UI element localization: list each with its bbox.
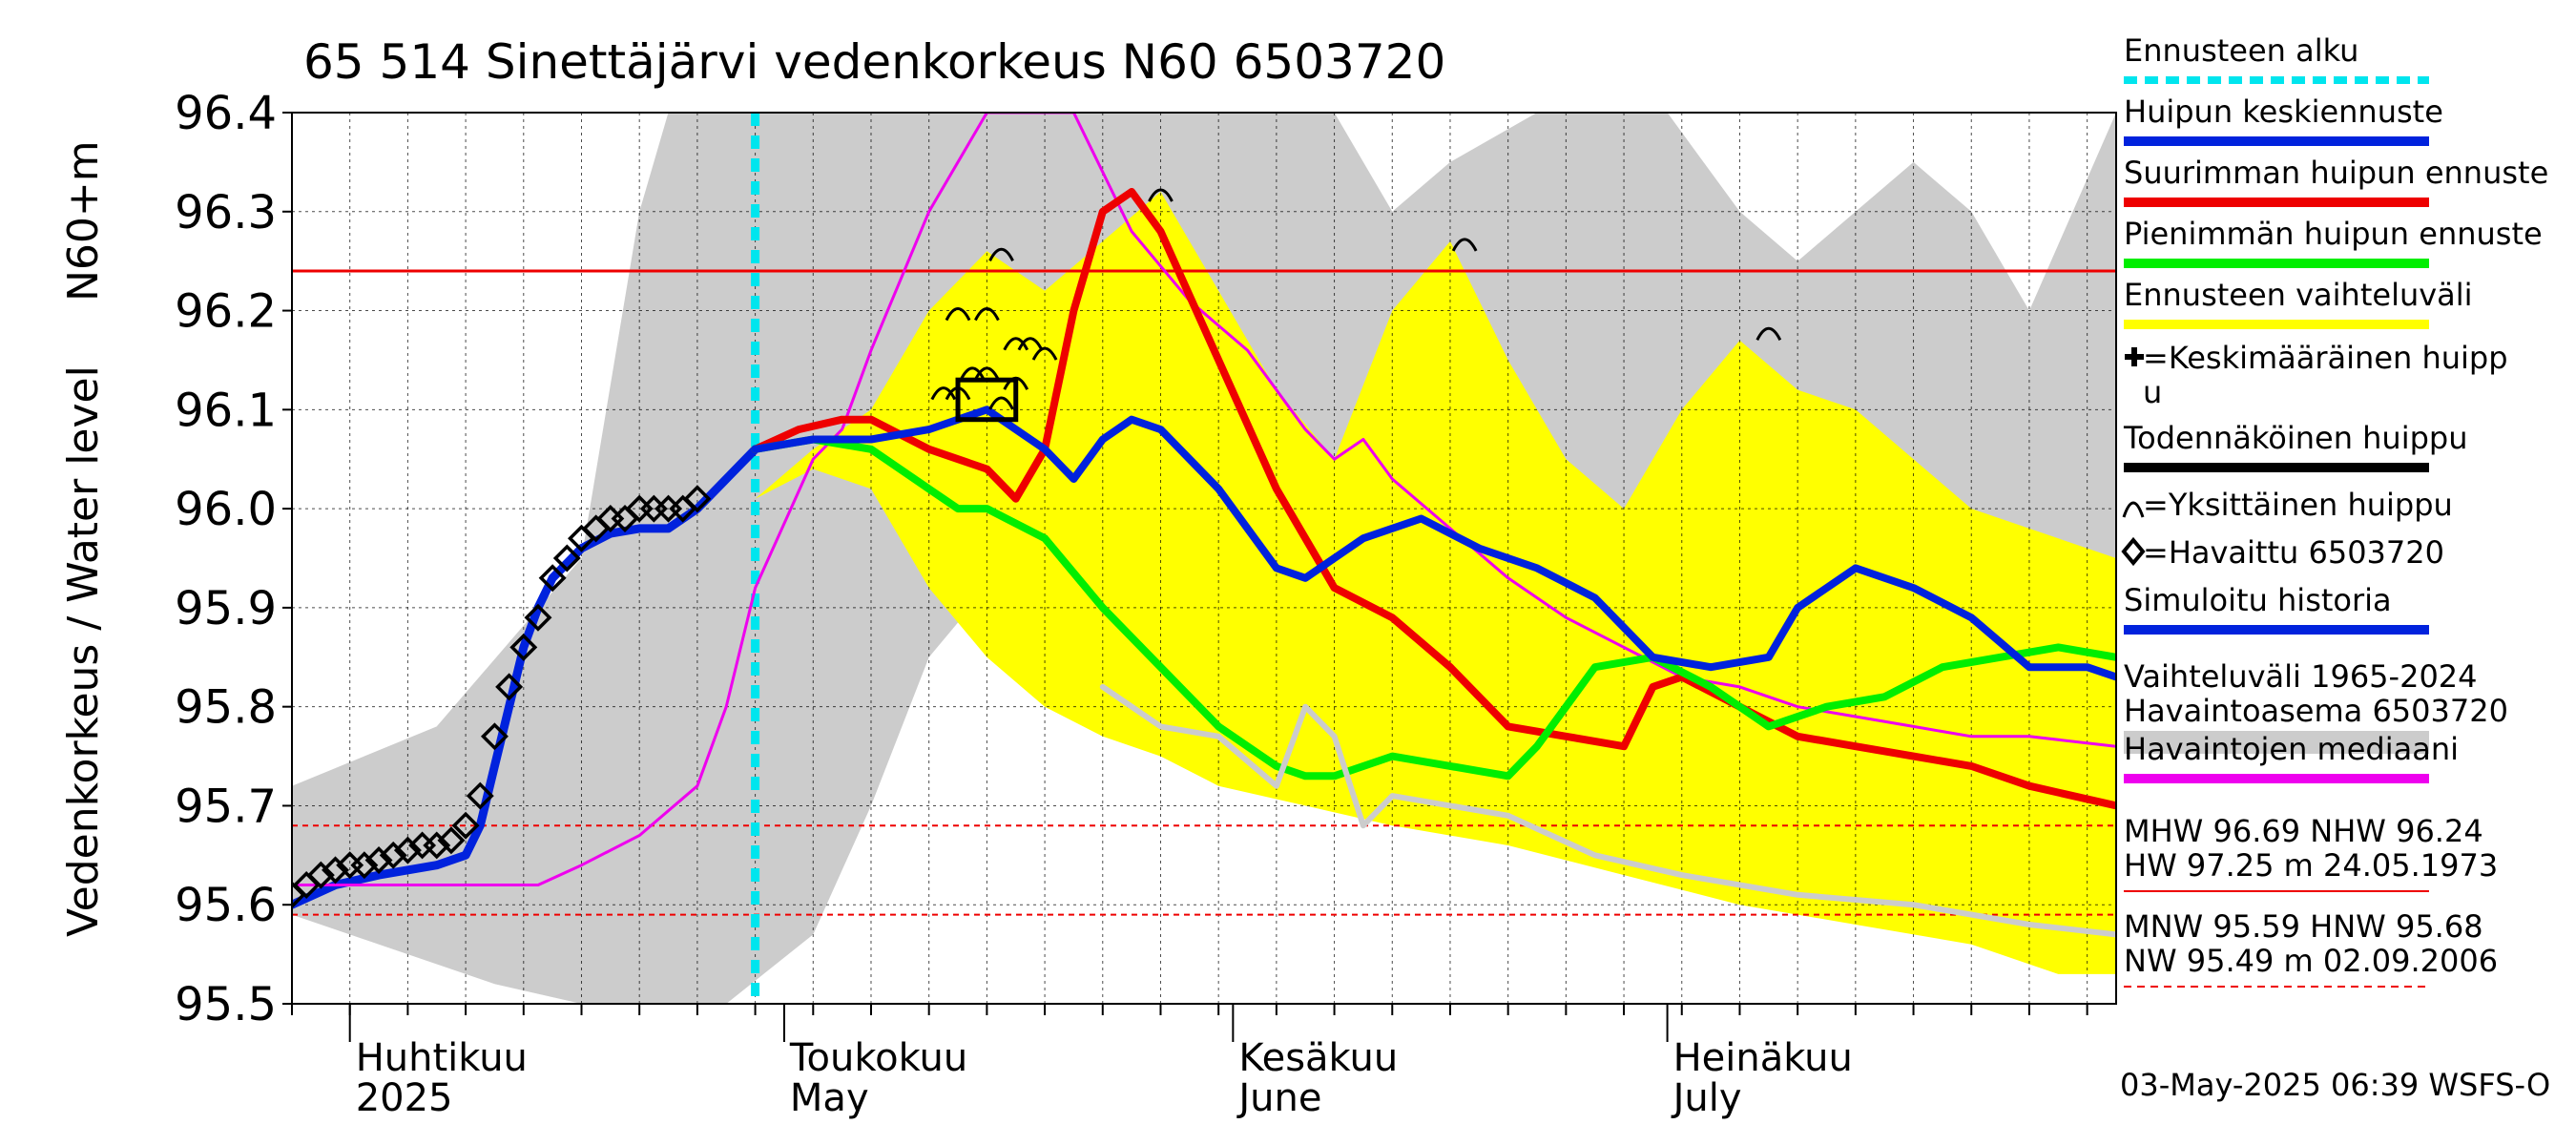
single-peak-marker	[1003, 337, 1029, 351]
legend-label: Todennäköinen huippu	[2123, 420, 2468, 456]
footer-timestamp: 03-May-2025 06:39 WSFS-O	[2120, 1067, 2550, 1103]
likely-peak-box	[955, 377, 1019, 423]
series-line	[292, 113, 2116, 886]
single-peak-marker	[988, 396, 1014, 410]
y-tick-label: 95.7	[175, 780, 277, 833]
observed-point	[437, 826, 466, 855]
y-tick-label: 96.2	[175, 285, 277, 339]
observed-point	[480, 722, 509, 751]
observed-point	[495, 673, 524, 701]
observed-point	[306, 861, 335, 889]
stats-upper-line1: MHW 96.69 NHW 96.24	[2124, 813, 2483, 849]
series-line	[1099, 683, 2116, 938]
legend: Ennusteen alku Huipun keskiennuste Suurimm…	[2121, 32, 2548, 783]
legend-swatch-arc	[2122, 501, 2145, 518]
x-month-sublabel: May	[790, 1076, 869, 1120]
single-peak-marker	[974, 307, 1000, 322]
observed-point	[683, 485, 712, 513]
x-month-label: Kesäkuu	[1238, 1036, 1398, 1080]
single-peak-marker	[974, 366, 1000, 381]
observed-point	[393, 836, 422, 864]
observed-point	[466, 781, 494, 810]
observed-point	[423, 831, 451, 860]
y-tick-label: 96.1	[175, 384, 277, 437]
legend-swatch-plus	[2125, 347, 2144, 366]
legend-label: Havaintojen mediaani	[2124, 731, 2459, 767]
series-line	[751, 435, 2116, 781]
series-line	[751, 188, 2116, 810]
y-tick-label: 95.6	[175, 879, 277, 932]
series-line	[751, 406, 2116, 681]
y-tick-label: 96.0	[175, 483, 277, 536]
observed-point	[524, 603, 552, 632]
single-peak-marker	[1017, 337, 1044, 351]
x-month-sublabel: July	[1671, 1076, 1742, 1120]
legend-label: Suurimman huipun ennuste	[2124, 155, 2548, 191]
legend-swatch	[2124, 731, 2429, 754]
observed-point	[538, 564, 567, 593]
observed-point	[322, 856, 349, 885]
single-peak-marker	[1031, 346, 1058, 361]
single-peak-marker	[1451, 238, 1478, 252]
x-month-label: Huhtikuu	[356, 1036, 528, 1080]
stats-block: MHW 96.69 NHW 96.24 HW 97.25 m 24.05.197…	[2124, 813, 2498, 988]
legend-label: Ennusteen vaihteluväli	[2124, 277, 2473, 313]
single-peak-marker	[988, 247, 1014, 261]
chart-title: 65 514 Sinettäjärvi vedenkorkeus N60 650…	[303, 34, 1445, 90]
x-month-label: Toukokuu	[789, 1036, 967, 1080]
series-line	[292, 445, 760, 909]
x-month-sublabel: June	[1236, 1076, 1321, 1120]
legend-label: =Keskimääräinen huipp	[2143, 340, 2508, 376]
observed-point	[364, 846, 393, 874]
single-peak-marker	[930, 386, 957, 401]
y-axis-label: Vedenkorkeus / Water level	[59, 365, 108, 937]
stats-lower-line1: MNW 95.59 HNW 95.68	[2124, 908, 2483, 945]
plot-frame	[291, 112, 2117, 1005]
legend-label: Vaihteluväli 1965-2024	[2124, 658, 2478, 695]
plot-layers	[292, 113, 2116, 1004]
x-month-label: Heinäkuu	[1673, 1036, 1853, 1080]
single-peak-marker	[945, 386, 971, 401]
y-tick-label: 95.5	[175, 978, 277, 1031]
observed-point	[451, 811, 480, 840]
x-month-sublabel: 2025	[356, 1076, 453, 1120]
plot-area: 95.5 95.6 95.7 95.8 95.9 96.0 96.1 96.2 96.3 96.4…	[175, 87, 2117, 1120]
y-tick-label: 96.3	[175, 186, 277, 239]
forecast-band	[755, 192, 2116, 974]
legend-label: Simuloitu historia	[2124, 582, 2392, 618]
single-peak-marker	[945, 307, 971, 322]
y-tick-label: 95.8	[175, 681, 277, 735]
y-axis-unit-label: N60+m	[59, 140, 108, 302]
legend-label: =Havaittu 6503720	[2143, 534, 2444, 571]
observed-point	[509, 633, 538, 661]
single-peak-marker	[1003, 376, 1029, 390]
legend-label: Pienimmän huipun ennuste	[2124, 216, 2543, 252]
single-peak-marker	[959, 366, 986, 381]
observed-point	[552, 544, 581, 572]
y-tick-label: 95.9	[175, 582, 277, 635]
legend-label: =Yksittäinen huippu	[2143, 487, 2453, 523]
legend-swatch-diamond	[2121, 536, 2146, 567]
stats-upper-line2: HW 97.25 m 24.05.1973	[2124, 847, 2498, 884]
y-tick-label: 96.4	[175, 87, 277, 140]
legend-label-line2: Havaintoasema 6503720	[2124, 693, 2508, 729]
stats-lower-line2: NW 95.49 m 02.09.2006	[2124, 943, 2498, 979]
legend-label: Ennusteen alku	[2124, 32, 2358, 69]
single-peak-marker	[1755, 326, 1782, 342]
legend-label-line2: u	[2143, 374, 2162, 410]
legend-label: Huipun keskiennuste	[2124, 94, 2443, 130]
observed-point	[350, 851, 379, 880]
observed-point	[379, 841, 407, 869]
single-peak-marker	[1148, 188, 1174, 202]
